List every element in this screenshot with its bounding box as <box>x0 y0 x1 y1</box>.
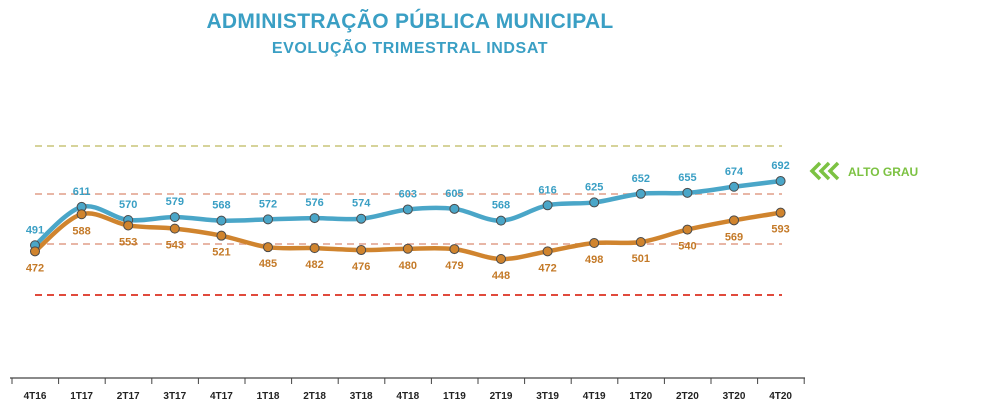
annotation-label: ALTO GRAU <box>848 165 918 179</box>
data-label-top: 568 <box>492 200 510 212</box>
data-label-bottom: 498 <box>585 254 603 266</box>
point-bottom <box>589 238 600 249</box>
point-top <box>169 212 180 223</box>
data-label-top: 692 <box>771 160 789 172</box>
x-tick-label: 4T18 <box>396 391 419 402</box>
data-points <box>30 176 786 264</box>
data-label-top: 625 <box>585 181 603 193</box>
chevron-left-icon <box>809 161 822 181</box>
x-tick-label: 2T20 <box>676 391 699 402</box>
data-label-bottom: 569 <box>725 231 743 243</box>
data-label-top: 655 <box>678 172 696 184</box>
point-top <box>309 213 320 224</box>
point-top <box>635 188 646 199</box>
data-label-bottom: 479 <box>445 260 463 272</box>
x-tick-label: 1T17 <box>70 391 93 402</box>
point-top <box>402 204 413 215</box>
point-bottom <box>123 220 134 231</box>
chevron-left-icon <box>818 161 831 181</box>
x-tick-label: 3T18 <box>350 391 373 402</box>
data-label-top: 605 <box>445 188 463 200</box>
point-top <box>729 181 739 192</box>
point-bottom <box>635 237 646 248</box>
point-bottom <box>775 207 786 218</box>
point-bottom <box>402 243 413 254</box>
data-label-bottom: 501 <box>632 253 650 265</box>
data-label-bottom: 476 <box>352 261 370 273</box>
data-label-bottom: 448 <box>492 270 510 282</box>
point-bottom <box>449 244 460 255</box>
point-bottom <box>263 242 273 253</box>
point-bottom <box>309 243 320 254</box>
data-label-top: 611 <box>73 186 91 198</box>
data-label-top: 603 <box>399 188 417 200</box>
point-bottom <box>496 254 506 264</box>
point-top <box>449 203 460 214</box>
data-label-bottom: 540 <box>678 241 696 253</box>
data-label-bottom: 588 <box>72 225 90 237</box>
x-tick-label: 2T18 <box>303 391 326 402</box>
data-label-bottom: 521 <box>212 247 230 259</box>
point-bottom <box>682 224 693 235</box>
x-tick-label: 4T17 <box>210 391 233 402</box>
data-label-top: 652 <box>632 173 650 185</box>
point-top <box>263 214 273 225</box>
point-top <box>682 187 693 198</box>
point-bottom <box>30 246 40 257</box>
x-tick-label: 4T16 <box>24 391 47 402</box>
x-tick-label: 3T17 <box>163 391 186 402</box>
data-label-bottom: 593 <box>771 224 789 236</box>
x-tick-label: 4T19 <box>583 391 606 402</box>
data-labels: 491 611 570 579 568 572 576 574 603 605 568 616 625 6… <box>26 160 790 282</box>
point-bottom <box>542 246 553 257</box>
point-bottom <box>76 209 87 220</box>
data-label-bottom: 472 <box>538 262 556 274</box>
point-top <box>542 200 553 211</box>
data-label-top: 576 <box>305 197 323 209</box>
point-top <box>775 176 786 187</box>
data-label-bottom: 480 <box>399 260 417 272</box>
chevron-left-icon <box>827 161 840 181</box>
x-tick-label: 3T19 <box>536 391 559 402</box>
data-label-top: 572 <box>259 198 277 210</box>
x-tick-label: 4T20 <box>769 391 792 402</box>
data-label-top: 491 <box>26 224 44 236</box>
point-top <box>496 215 506 226</box>
x-tick-label: 1T20 <box>629 391 652 402</box>
chart-title: ADMINISTRAÇÃO PÚBLICA MUNICIPAL <box>206 10 614 33</box>
point-bottom <box>169 223 180 234</box>
data-label-top: 616 <box>538 184 556 196</box>
data-label-top: 570 <box>119 199 137 211</box>
point-top <box>589 197 600 208</box>
data-label-bottom: 482 <box>305 259 323 271</box>
point-bottom <box>216 230 227 241</box>
data-label-bottom: 485 <box>259 258 277 270</box>
data-label-bottom: 472 <box>26 262 44 274</box>
chart-subtitle: EVOLUÇÃO TRIMESTRAL INDSAT <box>271 40 549 57</box>
x-tick-label: 3T20 <box>723 391 746 402</box>
x-tick-label: 2T19 <box>490 391 513 402</box>
point-top <box>356 213 367 224</box>
x-tick-label: 2T17 <box>117 391 140 402</box>
point-top <box>216 215 227 226</box>
data-label-top: 574 <box>352 198 371 210</box>
point-bottom <box>729 215 739 226</box>
data-label-bottom: 553 <box>119 236 137 248</box>
x-tick-label: 1T19 <box>443 391 466 402</box>
data-label-top: 568 <box>212 200 230 212</box>
x-axis: 4T16 1T17 2T17 3T17 4T17 1T18 2T18 3T18 4T18 1T19… <box>10 377 805 402</box>
alto-grau-annotation: ALTO GRAU <box>809 161 918 181</box>
point-bottom <box>356 245 367 256</box>
data-label-bottom: 543 <box>166 240 184 252</box>
data-label-top: 674 <box>725 166 744 178</box>
data-label-top: 579 <box>166 196 184 208</box>
x-tick-label: 1T18 <box>257 391 280 402</box>
